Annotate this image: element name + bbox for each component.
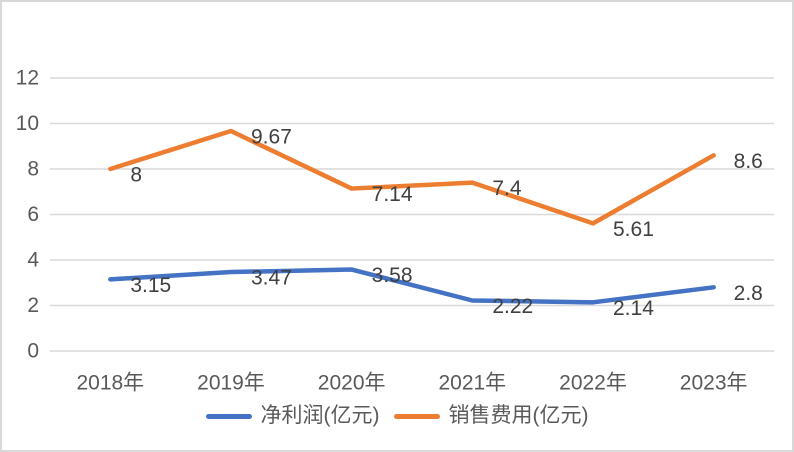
data-label-net-profit-1: 3.47 xyxy=(251,267,292,290)
x-axis-label-1: 2019年 xyxy=(197,372,265,395)
legend-label-net-profit: 净利润(亿元) xyxy=(260,404,380,427)
x-axis-label-4: 2022年 xyxy=(559,372,627,395)
data-label-sales-expense-0: 8 xyxy=(130,164,142,187)
data-label-net-profit-0: 3.15 xyxy=(130,274,171,297)
y-tick-label-4: 4 xyxy=(27,249,39,272)
data-label-net-profit-4: 2.14 xyxy=(613,297,654,320)
legend-item-net-profit: 净利润(亿元) xyxy=(205,403,380,429)
y-tick-label-8: 8 xyxy=(27,158,39,181)
data-label-sales-expense-3: 7.4 xyxy=(492,177,522,200)
legend-item-sales-expense: 销售费用(亿元) xyxy=(393,403,589,429)
y-tick-label-6: 6 xyxy=(27,203,39,226)
legend-line-swatch-net-profit xyxy=(205,413,252,419)
x-axis-label-3: 2021年 xyxy=(438,372,506,395)
y-tick-label-0: 0 xyxy=(27,340,39,363)
x-axis-label-5: 2023年 xyxy=(680,372,748,395)
legend-line-swatch-sales-expense xyxy=(393,413,440,419)
x-axis-label-2: 2020年 xyxy=(318,372,386,395)
data-label-sales-expense-1: 9.67 xyxy=(251,126,292,149)
data-label-net-profit-2: 3.58 xyxy=(372,264,413,287)
data-label-sales-expense-5: 8.6 xyxy=(734,150,763,173)
y-tick-label-12: 12 xyxy=(16,67,39,90)
data-label-sales-expense-4: 5.61 xyxy=(613,218,654,241)
data-label-sales-expense-2: 7.14 xyxy=(372,183,413,206)
data-label-net-profit-3: 2.22 xyxy=(492,295,533,318)
series-line-sales-expense xyxy=(108,128,716,226)
y-tick-label-2: 2 xyxy=(27,294,39,317)
x-axis-label-0: 2018年 xyxy=(76,372,144,395)
legend-label-sales-expense: 销售费用(亿元) xyxy=(448,404,589,427)
y-tick-label-10: 10 xyxy=(16,112,39,135)
series-line-net-profit xyxy=(108,267,716,305)
data-label-net-profit-5: 2.8 xyxy=(734,282,763,305)
chart-legend: 净利润(亿元) 销售费用(亿元) xyxy=(2,403,792,429)
